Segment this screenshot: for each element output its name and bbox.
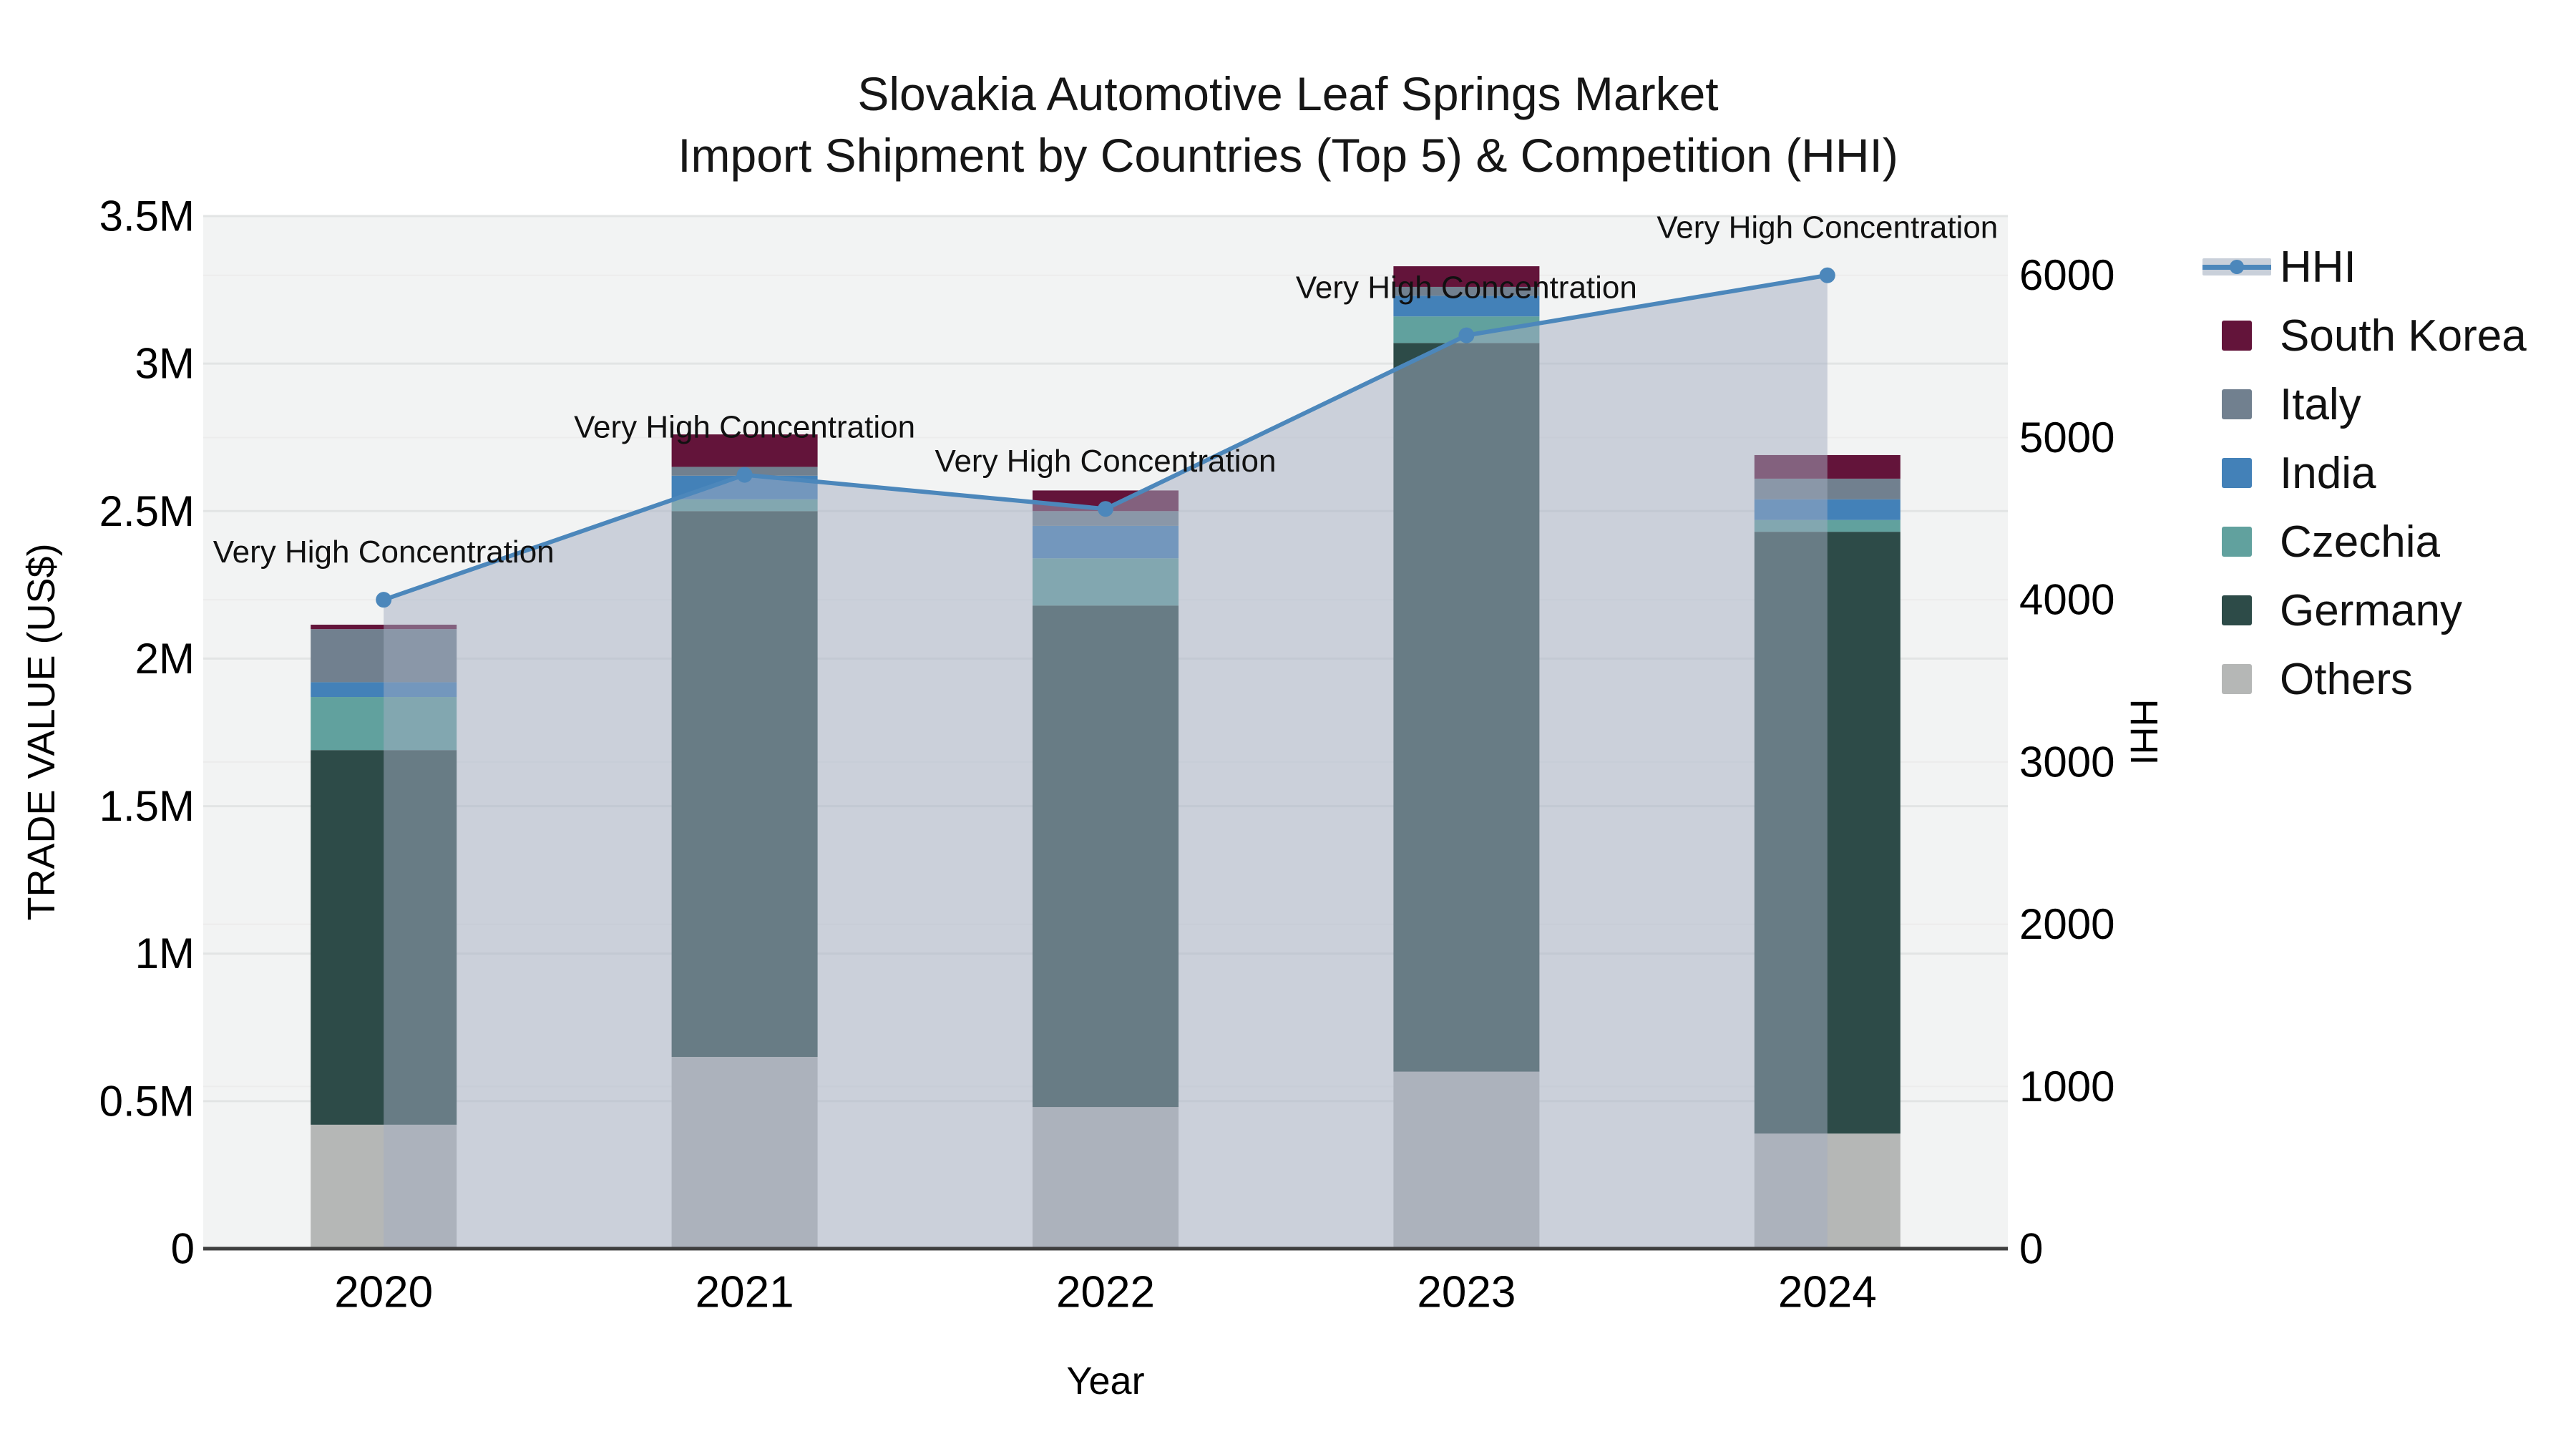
x-tick-label-2020: 2020 bbox=[334, 1268, 433, 1317]
y-left-tick-label: 3.5M bbox=[99, 192, 195, 240]
y-left-tick-label: 2M bbox=[135, 635, 195, 683]
y-left-tick-label: 0 bbox=[171, 1225, 195, 1273]
y-left-tick-label: 3M bbox=[135, 340, 195, 388]
hhi-line-swatch-icon bbox=[2202, 258, 2271, 275]
bar-segment-south-korea-2021 bbox=[671, 434, 818, 467]
hhi-point-2020 bbox=[376, 592, 392, 608]
hhi-point-2021 bbox=[736, 467, 753, 483]
legend-color-swatch-icon bbox=[2222, 389, 2252, 419]
chart-title-line2: Import Shipment by Countries (Top 5) & C… bbox=[678, 129, 1898, 182]
legend-item-india[interactable]: India bbox=[2198, 439, 2527, 507]
legend-swatch-square-icon bbox=[2198, 527, 2275, 557]
legend-item-others[interactable]: Others bbox=[2198, 645, 2527, 713]
y-right-tick-label: 6000 bbox=[2019, 251, 2114, 299]
legend-swatch-square-icon bbox=[2198, 458, 2275, 488]
hhi-area-fill bbox=[384, 275, 1828, 1249]
legend-swatch-square-icon bbox=[2198, 595, 2275, 625]
hhi-point-2024 bbox=[1819, 267, 1835, 283]
legend-color-swatch-icon bbox=[2222, 664, 2252, 694]
x-tick-label-2021: 2021 bbox=[696, 1268, 794, 1317]
legend-color-swatch-icon bbox=[2222, 458, 2252, 488]
y-right-tick-label: 1000 bbox=[2019, 1063, 2114, 1111]
x-tick-label-2024: 2024 bbox=[1778, 1268, 1877, 1317]
annotation-2020: Very High Concentration bbox=[213, 535, 555, 570]
hhi-point-2023 bbox=[1458, 327, 1475, 343]
legend-swatch-square-icon bbox=[2198, 321, 2275, 351]
legend: HHI South Korea Italy India Czechia Germany Ot… bbox=[2198, 233, 2527, 713]
legend-color-swatch-icon bbox=[2222, 595, 2252, 625]
annotation-2024: Very High Concentration bbox=[1657, 210, 1998, 245]
legend-label: HHI bbox=[2280, 242, 2356, 292]
legend-item-czechia[interactable]: Czechia bbox=[2198, 507, 2527, 576]
legend-label: Italy bbox=[2280, 379, 2361, 429]
annotation-2022: Very High Concentration bbox=[935, 444, 1277, 479]
y-right-tick-label: 5000 bbox=[2019, 414, 2114, 462]
y-left-tick-label: 1M bbox=[135, 930, 195, 977]
annotation-2021: Very High Concentration bbox=[574, 410, 915, 445]
hhi-marker-icon bbox=[2230, 260, 2244, 274]
x-tick-label-2022: 2022 bbox=[1056, 1268, 1155, 1317]
annotation-2023: Very High Concentration bbox=[1296, 270, 1637, 306]
y-right-tick-label: 2000 bbox=[2019, 900, 2114, 948]
y-left-tick-label: 1.5M bbox=[99, 782, 195, 830]
y-right-tick-label: 4000 bbox=[2019, 576, 2114, 624]
y-right-tick-label: 0 bbox=[2019, 1225, 2043, 1273]
legend-label: Germany bbox=[2280, 585, 2462, 635]
legend-label: Others bbox=[2280, 654, 2414, 704]
y-left-tick-label: 2.5M bbox=[99, 487, 195, 535]
y-right-tick-label: 3000 bbox=[2019, 738, 2114, 786]
bar-segment-italy-2023 bbox=[1393, 286, 1540, 296]
legend-label: India bbox=[2280, 448, 2376, 498]
y-left-axis-title: TRADE VALUE (US$) bbox=[20, 543, 63, 920]
y-left-tick-label: 0.5M bbox=[99, 1077, 195, 1125]
legend-item-italy[interactable]: Italy bbox=[2198, 370, 2527, 439]
legend-item-germany[interactable]: Germany bbox=[2198, 576, 2527, 645]
x-tick-label-2023: 2023 bbox=[1417, 1268, 1516, 1317]
legend-swatch-square-icon bbox=[2198, 664, 2275, 694]
x-axis-title: Year bbox=[1066, 1360, 1144, 1402]
chart-title-line1: Slovakia Automotive Leaf Springs Market bbox=[857, 67, 1719, 120]
bar-segment-india-2023 bbox=[1393, 296, 1540, 317]
legend-label: Czechia bbox=[2280, 517, 2440, 567]
hhi-point-2022 bbox=[1098, 501, 1113, 517]
legend-color-swatch-icon bbox=[2222, 527, 2252, 557]
legend-swatch-line-icon bbox=[2198, 258, 2275, 275]
y-right-axis-title: HHI bbox=[2122, 699, 2165, 766]
bar-segment-south-korea-2023 bbox=[1393, 266, 1540, 287]
legend-item-south-korea[interactable]: South Korea bbox=[2198, 301, 2527, 370]
legend-swatch-square-icon bbox=[2198, 389, 2275, 419]
legend-color-swatch-icon bbox=[2222, 321, 2252, 351]
legend-item-hhi[interactable]: HHI bbox=[2198, 233, 2527, 301]
legend-label: South Korea bbox=[2280, 311, 2527, 361]
